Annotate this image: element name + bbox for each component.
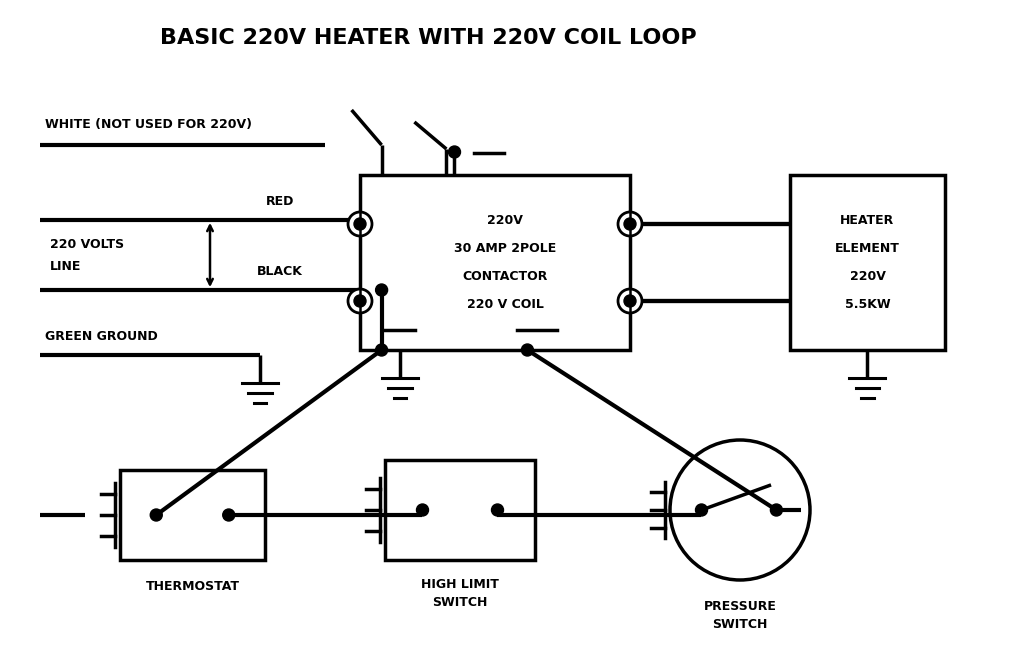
Text: 220V: 220V (487, 214, 523, 227)
Bar (120, 470, 265, 560)
Text: 5.5KW: 5.5KW (844, 298, 890, 311)
Text: PRESSURE: PRESSURE (703, 600, 775, 613)
Text: ELEMENT: ELEMENT (835, 242, 899, 255)
Circle shape (624, 218, 636, 230)
Text: SWITCH: SWITCH (711, 618, 767, 631)
Circle shape (347, 212, 372, 236)
Bar (360, 175, 630, 350)
Text: CONTACTOR: CONTACTOR (462, 270, 547, 283)
Circle shape (416, 504, 428, 516)
Text: LINE: LINE (50, 260, 82, 274)
Circle shape (354, 218, 366, 230)
Circle shape (448, 146, 460, 158)
Circle shape (491, 504, 503, 516)
Text: HEATER: HEATER (840, 214, 894, 227)
Circle shape (695, 504, 707, 516)
Circle shape (222, 509, 234, 521)
Bar (384, 460, 535, 560)
Text: 30 AMP 2POLE: 30 AMP 2POLE (453, 242, 555, 255)
Text: RED: RED (266, 195, 293, 208)
Circle shape (375, 344, 387, 356)
Text: HIGH LIMIT: HIGH LIMIT (421, 578, 498, 591)
Circle shape (354, 295, 366, 307)
Circle shape (618, 289, 641, 313)
Circle shape (669, 440, 809, 580)
Circle shape (769, 504, 782, 516)
Circle shape (624, 295, 636, 307)
Circle shape (150, 509, 162, 521)
Text: 220V: 220V (849, 270, 884, 283)
Circle shape (521, 344, 533, 356)
Circle shape (347, 289, 372, 313)
Circle shape (618, 212, 641, 236)
Text: BASIC 220V HEATER WITH 220V COIL LOOP: BASIC 220V HEATER WITH 220V COIL LOOP (160, 28, 696, 48)
Bar (790, 175, 944, 350)
Text: 220 VOLTS: 220 VOLTS (50, 238, 124, 252)
Text: SWITCH: SWITCH (432, 596, 487, 609)
Text: BLACK: BLACK (257, 265, 303, 278)
Text: THERMOSTAT: THERMOSTAT (146, 580, 239, 593)
Text: WHITE (NOT USED FOR 220V): WHITE (NOT USED FOR 220V) (45, 118, 252, 131)
Text: GREEN GROUND: GREEN GROUND (45, 330, 158, 343)
Circle shape (375, 284, 387, 296)
Text: 220 V COIL: 220 V COIL (466, 298, 543, 311)
